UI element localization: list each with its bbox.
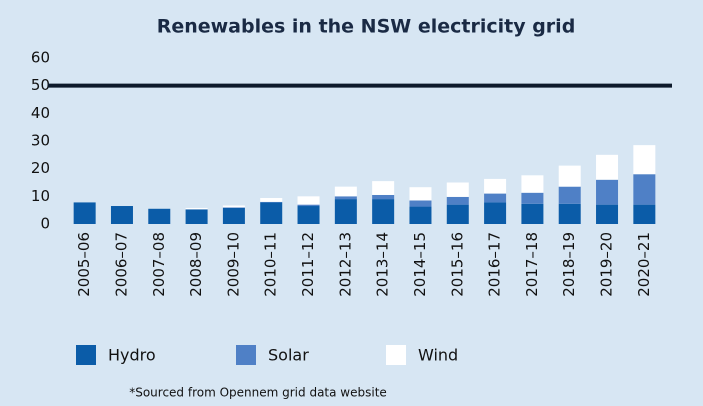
bar-segment (521, 175, 544, 193)
bar-segment (446, 204, 469, 224)
x-tick-label: 2010–11 (262, 232, 280, 297)
bar-segment (334, 196, 357, 200)
bar-segment (558, 203, 581, 224)
bar-segment (409, 187, 432, 201)
bar-segment (297, 206, 320, 224)
x-tick-label: 2009–10 (224, 232, 242, 297)
bar-segment (521, 203, 544, 224)
bar-segment (372, 194, 395, 200)
bar-segment (334, 186, 357, 197)
x-tick-label: 2016–17 (486, 232, 504, 297)
bar-segment (409, 200, 432, 207)
bar-segment (260, 202, 283, 224)
bar-segment (596, 154, 619, 180)
x-tick-label: 2017–18 (523, 232, 541, 297)
x-tick-label: 2005–06 (75, 232, 93, 297)
x-tick-label: 2018–19 (560, 232, 578, 297)
legend-swatch (236, 345, 256, 365)
legend-label: Solar (268, 346, 309, 365)
bar-segment (297, 196, 320, 205)
bar-segment (260, 201, 283, 203)
bar-segment (222, 207, 245, 224)
bar-segment (446, 196, 469, 205)
y-tick-label: 0 (40, 215, 50, 233)
legend-label: Wind (418, 346, 458, 365)
bar-segment (260, 197, 283, 202)
x-tick-label: 2015–16 (448, 232, 466, 297)
bar-segment (484, 178, 507, 194)
chart-title: Renewables in the NSW electricity grid (157, 16, 576, 38)
bar-segment (596, 179, 619, 205)
bar-segment (222, 207, 245, 208)
bar-segment (633, 174, 656, 205)
x-tick-label: 2011–12 (299, 232, 317, 297)
y-tick-label: 40 (31, 104, 50, 122)
x-tick-label: 2020–21 (635, 232, 653, 297)
bar-segment (297, 204, 320, 207)
x-tick-label: 2013–14 (374, 232, 392, 297)
bar-segment (409, 206, 432, 224)
y-tick-label: 50 (31, 76, 50, 94)
legend-swatch (386, 345, 406, 365)
legend-label: Hydro (108, 346, 156, 365)
y-tick-label: 20 (31, 159, 50, 177)
bar-segment (633, 145, 656, 175)
bar-segment (222, 205, 245, 208)
bar-segment (558, 165, 581, 187)
bar-segment (185, 209, 208, 224)
x-tick-label: 2012–13 (336, 232, 354, 297)
bar-segment (110, 206, 133, 224)
x-tick-label: 2006–07 (112, 232, 130, 297)
y-tick-label: 30 (31, 132, 50, 150)
legend-swatch (76, 345, 96, 365)
y-tick-label: 10 (31, 187, 50, 205)
bar-segment (185, 207, 208, 210)
bar-segment (372, 199, 395, 224)
bar-segment (334, 199, 357, 224)
x-tick-label: 2014–15 (411, 232, 429, 297)
bar-segment (484, 193, 507, 203)
x-tick-label: 2019–20 (598, 232, 616, 297)
footnote: *Sourced from Opennem grid data website (129, 386, 387, 400)
bar-segment (596, 204, 619, 224)
bar-segment (446, 182, 469, 197)
bar-segment (558, 186, 581, 204)
y-tick-label: 60 (31, 49, 50, 67)
bar-segment (484, 202, 507, 224)
x-tick-label: 2008–09 (187, 232, 205, 297)
bar-segment (148, 208, 171, 224)
x-tick-label: 2007–08 (150, 232, 168, 297)
bar-segment (73, 202, 96, 224)
bar-segment (521, 192, 544, 204)
bar-segment (372, 181, 395, 195)
bar-segment (633, 204, 656, 224)
